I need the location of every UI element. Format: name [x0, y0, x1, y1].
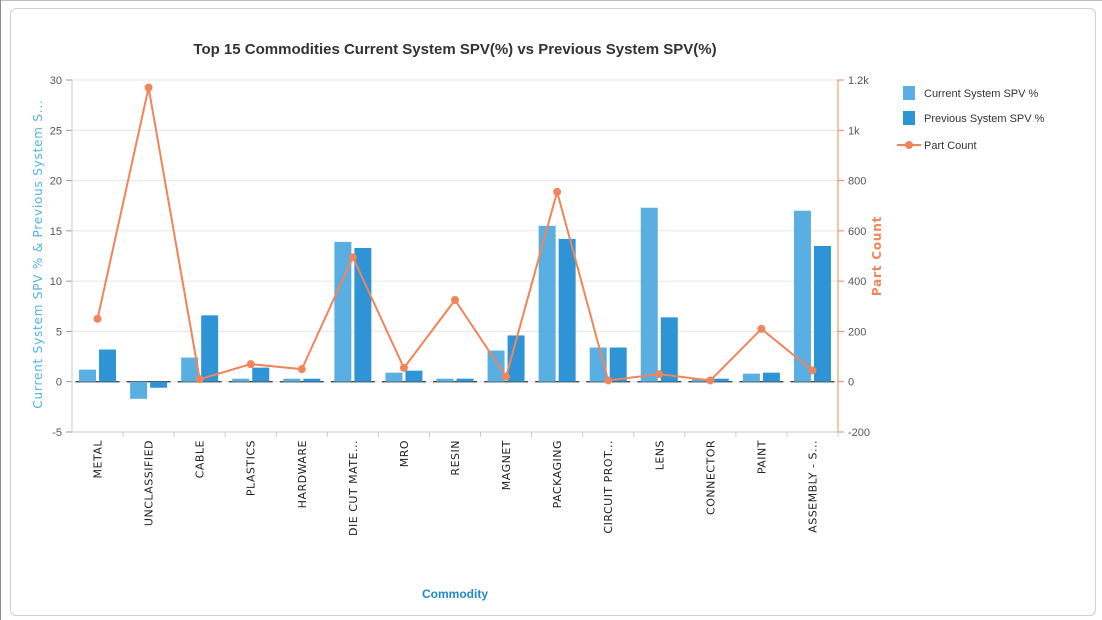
part-count-point[interactable]	[604, 376, 613, 385]
bar-previous[interactable]	[660, 317, 678, 382]
legend-label-previous: Previous System SPV %	[924, 113, 1045, 125]
part-count-point[interactable]	[553, 187, 562, 196]
left-tick-label: 10	[50, 276, 62, 288]
top-border	[0, 0, 1102, 1]
legend-label-current: Current System SPV %	[924, 88, 1039, 100]
bar-current[interactable]	[742, 373, 760, 382]
bar-previous[interactable]	[150, 381, 168, 388]
bar-previous[interactable]	[813, 245, 831, 382]
part-count-point[interactable]	[246, 360, 255, 369]
bar-current[interactable]	[436, 378, 454, 382]
chart-title: Top 15 Commodities Current System SPV(%)…	[193, 41, 716, 58]
bar-current[interactable]	[334, 241, 352, 382]
right-tick-label: 1.2k	[848, 75, 869, 87]
bar-current[interactable]	[283, 378, 301, 382]
part-count-point[interactable]	[655, 370, 664, 379]
right-tick-label: 600	[848, 226, 866, 238]
category-label: PLASTICS	[245, 440, 258, 496]
right-axis-ticks: 1.2k 1k 800 600 400 200 0 -200	[848, 75, 870, 439]
bars-group	[75, 207, 835, 399]
legend-swatch-previous	[903, 111, 915, 125]
bar-current[interactable]	[538, 225, 556, 382]
part-count-point[interactable]	[399, 363, 408, 372]
bar-previous[interactable]	[711, 378, 729, 382]
left-tick-label: 15	[50, 226, 62, 238]
bar-current[interactable]	[232, 378, 250, 382]
bar-previous[interactable]	[609, 347, 627, 382]
bar-previous[interactable]	[558, 238, 576, 382]
part-count-point[interactable]	[808, 366, 817, 375]
legend-swatch-current	[903, 86, 915, 100]
left-border	[0, 0, 1, 620]
bar-previous[interactable]	[201, 315, 219, 382]
part-count-point[interactable]	[757, 324, 766, 333]
bar-current[interactable]	[385, 372, 403, 382]
part-count-point[interactable]	[502, 372, 511, 381]
part-count-point[interactable]	[195, 375, 204, 384]
category-label: MAGNET	[500, 440, 513, 490]
legend-label-part-count: Part Count	[924, 140, 977, 152]
bar-previous[interactable]	[354, 247, 372, 382]
part-count-point[interactable]	[297, 365, 306, 374]
category-label: PAINT	[755, 440, 768, 474]
part-count-point[interactable]	[706, 376, 715, 385]
left-tick-label: 30	[50, 75, 62, 87]
left-axis-ticks: 30 25 20 15 10 5 0 -5	[50, 75, 62, 439]
bar-current[interactable]	[793, 210, 811, 382]
category-label: HARDWARE	[296, 440, 309, 508]
category-label: LENS	[653, 440, 666, 470]
left-tick-label: 0	[56, 377, 62, 389]
bar-previous[interactable]	[507, 335, 525, 382]
left-tick-label: 5	[56, 326, 62, 338]
category-label: MRO	[398, 440, 411, 467]
y-axis-right-label: Part Count	[870, 216, 884, 296]
category-label: METAL	[92, 440, 105, 479]
legend-item-part-count[interactable]: Part Count	[897, 140, 977, 152]
category-label: UNCLASSIFIED	[143, 440, 156, 526]
category-label: ASSEMBLY - S...	[806, 440, 819, 533]
right-tick-label: 200	[848, 326, 866, 338]
part-count-point[interactable]	[144, 83, 153, 92]
left-tick-label: 20	[50, 176, 62, 188]
bar-current[interactable]	[487, 350, 505, 382]
bar-current[interactable]	[130, 381, 148, 399]
category-label: CONNECTOR	[704, 440, 717, 515]
part-count-line-group	[93, 83, 817, 385]
legend: Current System SPV % Previous System SPV…	[897, 86, 1045, 152]
right-tick-label: -200	[848, 427, 870, 439]
part-count-point[interactable]	[348, 253, 357, 262]
x-axis-label: Commodity	[422, 587, 488, 601]
category-label: PACKAGING	[551, 440, 564, 508]
right-tick-label: 400	[848, 276, 866, 288]
right-tick-label: 800	[848, 176, 866, 188]
bar-previous[interactable]	[762, 372, 780, 382]
left-tick-label: 25	[50, 125, 62, 137]
part-count-point[interactable]	[451, 296, 459, 304]
legend-item-previous[interactable]: Previous System SPV %	[903, 111, 1045, 125]
right-tick-label: 1k	[848, 125, 860, 137]
legend-item-current[interactable]: Current System SPV %	[903, 86, 1039, 100]
category-label: CIRCUIT PROT...	[602, 440, 615, 534]
category-label: RESIN	[449, 440, 462, 476]
category-label: DIE CUT MATE...	[347, 440, 360, 536]
part-count-point[interactable]	[93, 314, 102, 323]
right-tick-label: 0	[848, 377, 854, 389]
y-axis-left-label: Current System SPV % & Previous System S…	[31, 99, 45, 408]
bar-current[interactable]	[181, 357, 199, 382]
bar-current[interactable]	[640, 207, 658, 382]
bar-previous[interactable]	[456, 378, 474, 382]
axes-group	[66, 79, 844, 437]
legend-marker-part-count	[905, 141, 913, 149]
category-label: CABLE	[194, 440, 207, 478]
bar-previous[interactable]	[405, 370, 423, 382]
category-labels: METAL UNCLASSIFIED CABLE PLASTICS HARDWARE DI…	[92, 440, 820, 536]
bar-current[interactable]	[79, 369, 97, 382]
bar-previous[interactable]	[99, 349, 117, 382]
bar-previous[interactable]	[303, 378, 321, 382]
bar-previous[interactable]	[252, 367, 270, 382]
left-tick-label: -5	[52, 427, 62, 439]
